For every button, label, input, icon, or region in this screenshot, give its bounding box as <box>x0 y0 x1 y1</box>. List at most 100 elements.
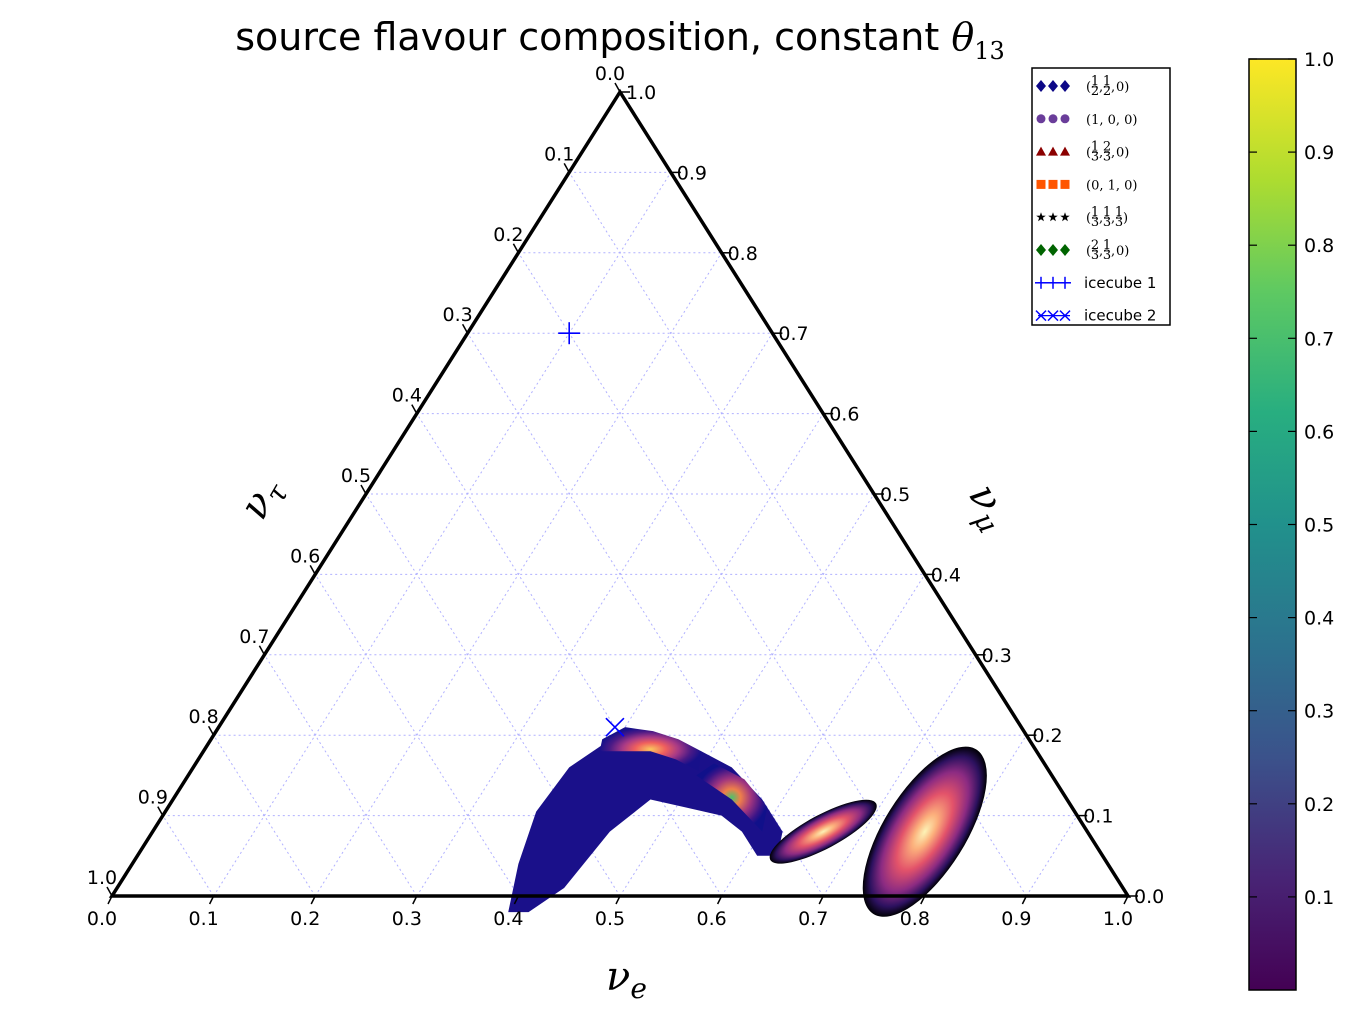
tick-label-nu-e: 0.2 <box>290 908 320 930</box>
tick-mark-nu-tau <box>512 243 520 254</box>
legend-entry: (13, 13, 13) <box>1036 205 1128 230</box>
legend-label-numerator: 1 <box>1103 205 1111 220</box>
tick-label-nu-e: 0.3 <box>392 908 422 930</box>
colorbar-tick-label: 0.2 <box>1304 794 1334 816</box>
density-region-hook <box>508 735 783 913</box>
legend-entry: (13, 23, 0) <box>1036 140 1129 165</box>
legend-entry: (12, 12, 0) <box>1036 74 1129 99</box>
tick-label-nu-mu: 0.1 <box>1083 806 1113 828</box>
legend-label-paren: ( <box>1086 80 1091 95</box>
legend-entry: (1, 0, 0) <box>1036 113 1138 128</box>
ternary-grid <box>162 171 1078 897</box>
legend-label-comma: , <box>1099 80 1103 95</box>
legend-entries: (12, 12, 0)(1, 0, 0)(13, 23, 0)(0, 1, 0)(13,… <box>1035 74 1156 325</box>
tick-label-nu-tau: 0.7 <box>239 626 269 648</box>
legend-label: (1, 0, 0) <box>1086 113 1138 128</box>
tick-mark-nu-tau <box>258 645 266 656</box>
legend-label-comma: , <box>1111 211 1115 226</box>
triangle-legend-marker <box>1036 146 1046 156</box>
tick-label-nu-e: 0.4 <box>493 908 523 930</box>
legend-label-denominator: 3 <box>1091 215 1099 230</box>
legend-label-comma: , <box>1099 146 1103 161</box>
tick-label-nu-mu: 0.9 <box>677 162 707 184</box>
legend-label-denominator: 3 <box>1091 150 1099 165</box>
legend-label-comma: , <box>1099 244 1103 259</box>
legend-label-numerator: 2 <box>1091 238 1099 253</box>
tick-mark-nu-tau <box>563 163 570 173</box>
colorbar-tick-label: 0.8 <box>1304 235 1334 257</box>
diamond-legend-marker <box>1036 80 1046 92</box>
tick-label-nu-mu: 0.6 <box>829 404 859 426</box>
grid-line <box>416 332 773 897</box>
colorbar-tick-label: 1.0 <box>1304 49 1334 71</box>
tick-label-nu-mu: 0.5 <box>880 484 910 506</box>
legend-label-paren: 0) <box>1116 244 1129 259</box>
legend-label-numerator: 2 <box>1103 140 1111 155</box>
tick-label-nu-tau: 0.0 <box>595 63 625 85</box>
tick-mark-nu-tau <box>157 806 164 816</box>
icecube-2-marker <box>605 717 625 737</box>
tick-mark-nu-e <box>1123 895 1129 905</box>
x-legend-stroke-b <box>1059 310 1071 322</box>
density-region-tail <box>696 763 768 832</box>
tick-label-nu-mu: 0.7 <box>778 323 808 345</box>
chart-title-main: source flavour composition, constant <box>235 15 951 59</box>
density-region-middle <box>769 799 877 864</box>
legend-entry: (0, 1, 0) <box>1036 178 1138 193</box>
tick-label-nu-mu: 0.3 <box>982 645 1012 667</box>
legend-label: icecube 2 <box>1084 307 1156 325</box>
x-legend-stroke-b <box>1047 310 1059 322</box>
legend-entry: (23, 13, 0) <box>1036 238 1129 263</box>
legend-label-numerator: 1 <box>1091 205 1099 220</box>
tick-mark-nu-e <box>513 895 520 905</box>
legend-label: icecube 1 <box>1084 274 1156 292</box>
legend-label-numerator: 1 <box>1091 140 1099 155</box>
star-legend-marker <box>1060 212 1070 222</box>
tick-mark-nu-tau <box>411 404 418 414</box>
tick-label-nu-e: 0.6 <box>696 908 726 930</box>
colorbar-tick-label: 0.5 <box>1304 515 1334 537</box>
axis-label-nu-e: νe <box>606 954 647 1005</box>
legend-entry: icecube 2 <box>1035 307 1156 325</box>
legend-label-numerator: 1 <box>1103 238 1111 253</box>
axis-label-nu-e-sub: e <box>630 972 647 1005</box>
chart-title-subscript: 13 <box>974 37 1005 65</box>
plus-legend-marker <box>1035 276 1047 289</box>
legend-label-paren: ( <box>1086 211 1091 226</box>
colorbar-tick-label: 0.1 <box>1304 887 1334 909</box>
tick-label-nu-mu: 0.4 <box>931 564 961 586</box>
legend: (12, 12, 0)(1, 0, 0)(13, 23, 0)(0, 1, 0)(13,… <box>1031 67 1171 326</box>
colorbar: 0.1 0.2 0.3 0.4 0.5 0.6 0.7 0.8 0.9 1.0 <box>1248 49 1334 991</box>
tick-mark-nu-e <box>1021 895 1028 905</box>
legend-label-numerator: 1 <box>1091 74 1099 89</box>
grid-line <box>619 493 875 897</box>
tick-label-nu-tau: 0.5 <box>341 465 371 487</box>
legend-label-paren: ( <box>1086 244 1091 259</box>
tick-mark-nu-e <box>615 895 621 905</box>
plus-legend-marker <box>1047 276 1059 289</box>
legend-label-denominator: 3 <box>1115 215 1123 230</box>
square-legend-marker <box>1036 179 1046 189</box>
grid-line <box>213 734 316 897</box>
legend-label-denominator: 2 <box>1103 84 1111 99</box>
star-legend-marker <box>1048 212 1058 222</box>
colorbar-ticks: 0.1 0.2 0.3 0.4 0.5 0.6 0.7 0.8 0.9 1.0 <box>1249 49 1334 909</box>
tick-label-nu-mu: 0.0 <box>1134 886 1164 908</box>
tick-label-nu-e: 1.0 <box>1103 908 1133 930</box>
tick-label-nu-tau: 0.3 <box>442 304 472 326</box>
tick-label-nu-e: 0.1 <box>188 908 218 930</box>
legend-label-paren: ) <box>1123 211 1128 226</box>
triangle-legend-marker <box>1048 146 1058 156</box>
tick-mark-nu-e <box>818 895 824 905</box>
tick-mark-nu-tau <box>461 323 469 334</box>
grid-line <box>1025 815 1078 897</box>
colorbar-tick-label: 0.6 <box>1304 421 1334 443</box>
grid-line <box>162 815 215 897</box>
grid-line <box>467 332 824 897</box>
grid-line <box>721 574 926 897</box>
axis-label-nu-mu: νμ <box>955 476 1020 538</box>
x-legend-marker <box>1047 310 1059 322</box>
tick-label-nu-mu: 1.0 <box>626 82 656 104</box>
chart-title: source flavour composition, constant θ13 <box>235 15 1005 65</box>
legend-label-comma: , <box>1111 80 1115 95</box>
